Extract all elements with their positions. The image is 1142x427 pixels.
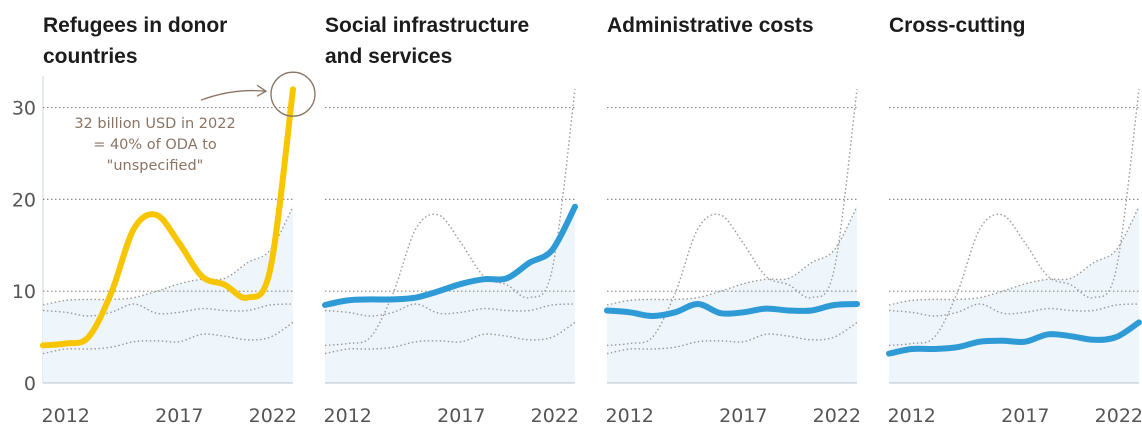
- x-tick-label: 2017: [437, 405, 485, 427]
- context-series-line: [324, 321, 576, 355]
- context-area: [325, 206, 575, 383]
- context-series-line: [888, 206, 1140, 306]
- y-tick-label: 20: [12, 189, 36, 211]
- series-line: [322, 203, 578, 308]
- context-series-line: [606, 206, 858, 306]
- x-tick-label: 2022: [531, 405, 579, 427]
- context-series-line: [606, 321, 858, 355]
- panel-title: and services: [325, 45, 452, 68]
- annotation-text: = 40% of ODA to: [93, 137, 217, 153]
- context-series-line: [888, 89, 1140, 347]
- panel-1: Refugees in donor countries 2012 2017 2022 32…: [40, 14, 316, 427]
- panel-title: Administrative costs: [607, 14, 814, 37]
- series-line: [40, 86, 296, 349]
- x-tick-label: 2017: [155, 405, 203, 427]
- annotation-text: 32 billion USD in 2022: [74, 116, 235, 132]
- x-tick-label: 2012: [42, 405, 90, 427]
- y-tick-label: 30: [12, 98, 36, 120]
- context-series-line: [42, 206, 294, 306]
- y-axis: 0 10 20 30: [12, 76, 44, 395]
- context-series-line: [42, 303, 294, 317]
- annotation-circle: [270, 71, 316, 117]
- panel-2: Social infrastructure and services 2012 201…: [322, 14, 579, 427]
- annotation-arrowhead: [256, 84, 268, 97]
- panel-title: Cross-cutting: [889, 14, 1026, 37]
- y-tick-label: 0: [24, 373, 36, 395]
- panel-4: Cross-cutting 2012 2017 2022: [886, 14, 1142, 427]
- x-tick-label: 2012: [324, 405, 372, 427]
- context-series-line: [324, 303, 576, 317]
- annotation-arrow: [200, 89, 266, 101]
- x-tick-label: 2022: [1095, 405, 1142, 427]
- context-area: [43, 206, 293, 383]
- series-line: [604, 300, 860, 319]
- x-tick-label: 2017: [719, 405, 767, 427]
- x-tick-label: 2022: [813, 405, 861, 427]
- panel-title: countries: [43, 45, 138, 68]
- annotation-text: "unspecified": [107, 158, 204, 174]
- x-tick-label: 2012: [606, 405, 654, 427]
- x-tick-label: 2022: [249, 405, 297, 427]
- x-tick-label: 2017: [1001, 405, 1049, 427]
- context-area: [889, 206, 1139, 383]
- context-series-line: [324, 89, 576, 347]
- x-tick-label: 2012: [888, 405, 936, 427]
- series-line: [886, 319, 1142, 357]
- panel-3: Administrative costs 2012 2017 2022: [604, 14, 861, 427]
- context-series-line: [888, 303, 1140, 317]
- panel-title: Social infrastructure: [325, 14, 529, 37]
- panel-title: Refugees in donor: [43, 14, 227, 37]
- y-tick-label: 10: [12, 281, 36, 303]
- context-series-line: [606, 89, 858, 347]
- context-area: [607, 206, 857, 383]
- panels: Refugees in donor countries 2012 2017 2022 32…: [40, 14, 1142, 427]
- context-series-line: [42, 321, 294, 355]
